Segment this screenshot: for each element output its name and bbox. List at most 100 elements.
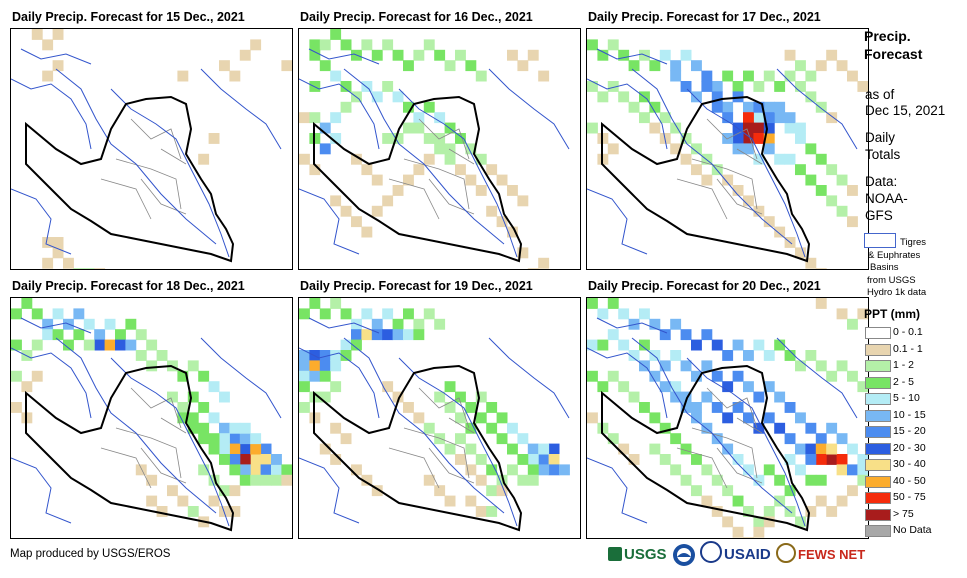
precip-cell (219, 454, 230, 465)
precip-cell (475, 474, 487, 486)
precip-cell (618, 308, 630, 320)
precip-cell (826, 454, 838, 465)
precip-cell (167, 485, 178, 497)
ppt-class-label: 10 - 15 (893, 408, 926, 421)
province-borders (100, 387, 187, 489)
ppt-class-row: 30 - 40 (865, 457, 965, 472)
basin-swatch (864, 233, 896, 248)
ppt-swatch (865, 508, 891, 521)
precip-cell (670, 143, 682, 155)
precip-cell (587, 298, 598, 309)
precip-cell (434, 318, 446, 330)
euphrates-basin-line (631, 337, 793, 514)
map-canvas (11, 298, 292, 532)
basin-boundary (587, 317, 858, 524)
precip-cell (475, 185, 487, 196)
precip-cell (309, 49, 321, 61)
precip-cell (805, 174, 817, 186)
precip-cell (229, 464, 241, 476)
precip-cell (403, 329, 414, 341)
precip-cell (538, 70, 550, 82)
precip-cell (763, 122, 775, 134)
precip-cell (517, 454, 529, 465)
precip-cell (517, 195, 529, 207)
basin-line: Tigres (900, 237, 927, 248)
panel-title: Daily Precip. Forecast for 15 Dec., 2021 (12, 10, 245, 24)
precip-cell (670, 350, 682, 361)
precip-cell (455, 49, 466, 61)
basin-line: & Euphrates (868, 249, 921, 261)
precip-cell (465, 443, 477, 455)
precip-cell (795, 464, 806, 476)
precip-cell (753, 526, 765, 538)
precip-cell (722, 516, 734, 528)
map-canvas (587, 39, 868, 269)
precip-cell (507, 226, 518, 238)
basin-boundary (299, 317, 570, 524)
basin-boundary (11, 317, 282, 524)
precip-cell (836, 60, 848, 72)
map-canvas (11, 29, 292, 269)
precip-cell (330, 29, 342, 40)
precip-cell (219, 485, 230, 497)
precip-cell (680, 49, 692, 61)
precip-cell (507, 464, 518, 476)
precip-cell (587, 370, 598, 382)
precip-cell (104, 318, 116, 330)
precip-cell (743, 350, 754, 361)
precip-cell (187, 422, 199, 434)
precip-cell (260, 454, 272, 465)
precip-cell (774, 339, 786, 351)
precip-cell (187, 412, 199, 424)
precip-cell (42, 237, 54, 248)
precip-cell (826, 195, 838, 207)
precip-cell (774, 391, 786, 403)
precip-cell (73, 268, 85, 269)
precip-cell (701, 495, 713, 507)
precip-cell (691, 402, 702, 413)
ppt-class-row: 10 - 15 (865, 408, 965, 423)
precip-cell (649, 122, 661, 134)
precip-cell (63, 339, 74, 351)
precip-cell (701, 464, 713, 476)
precip-cell (219, 422, 230, 434)
precip-cell (847, 70, 858, 82)
precip-cell (711, 506, 723, 517)
precip-cell (857, 81, 868, 92)
precip-cell (319, 443, 331, 455)
ppt-swatch (865, 343, 891, 356)
precip-cell (475, 454, 487, 465)
precip-cell (496, 474, 508, 486)
precip-cell (250, 443, 262, 455)
basin-boundary (587, 48, 858, 255)
ppt-class-row: 50 - 75 (865, 490, 965, 505)
precip-cell (732, 402, 744, 413)
precip-cell (319, 370, 331, 382)
precip-cell (847, 370, 858, 382)
precip-cell (351, 153, 362, 165)
precip-map (298, 28, 581, 270)
precip-cell (836, 433, 848, 445)
precip-cell (208, 412, 220, 424)
precip-cell (597, 91, 609, 103)
data-label: Data: (865, 174, 898, 189)
precip-cell (826, 112, 838, 124)
precip-cell (743, 133, 754, 144)
precip-cell (691, 485, 702, 497)
precip-cell (413, 164, 425, 176)
precip-cell (607, 329, 619, 341)
country-border (601, 95, 811, 263)
precip-cell (351, 216, 362, 228)
precip-cell (115, 329, 126, 341)
precip-cell (826, 370, 838, 382)
precip-cell (857, 464, 868, 476)
ppt-class-row: 40 - 50 (865, 474, 965, 489)
tigris-basin-line (110, 357, 230, 527)
precip-cell (403, 174, 414, 186)
precip-cell (392, 391, 404, 403)
precip-cell (743, 412, 754, 424)
province-borders (388, 118, 475, 220)
ppt-swatch (865, 459, 891, 471)
precip-cell (722, 412, 734, 424)
precip-cells (31, 29, 292, 269)
